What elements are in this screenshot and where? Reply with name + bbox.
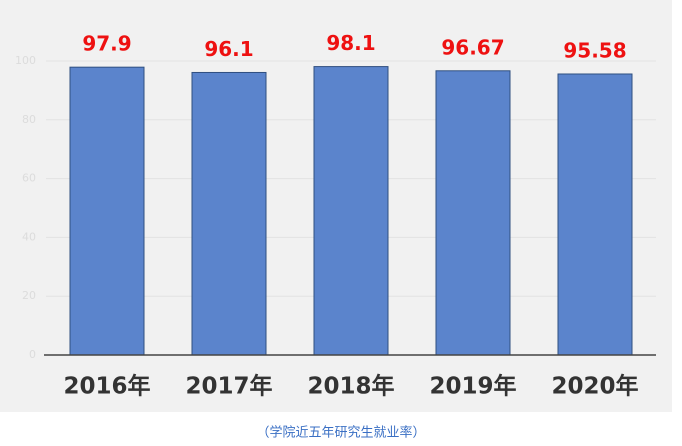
bar xyxy=(191,71,267,356)
x-tick-label: 2016年 xyxy=(63,373,150,400)
data-label: 96.67 xyxy=(441,35,504,59)
x-tick-label: 2017年 xyxy=(185,373,272,400)
y-tick-label: 20 xyxy=(22,289,36,302)
caption: （学院近五年研究生就业率） xyxy=(256,425,425,441)
bar xyxy=(69,66,145,356)
data-label: 97.9 xyxy=(82,32,131,56)
y-tick-label: 0 xyxy=(29,348,36,361)
bar xyxy=(435,70,511,356)
y-tick-label: 80 xyxy=(22,113,36,126)
x-tick-label: 2020年 xyxy=(551,373,638,400)
bar xyxy=(313,66,389,356)
data-label: 98.1 xyxy=(326,31,375,55)
bar xyxy=(557,73,633,356)
x-tick-label: 2018年 xyxy=(307,373,394,400)
data-label: 95.58 xyxy=(563,38,626,62)
y-tick-label: 60 xyxy=(22,172,36,185)
y-tick-label: 40 xyxy=(22,230,36,243)
x-tick-label: 2019年 xyxy=(429,373,516,400)
y-tick-label: 100 xyxy=(15,54,36,67)
data-label: 96.1 xyxy=(204,37,253,61)
